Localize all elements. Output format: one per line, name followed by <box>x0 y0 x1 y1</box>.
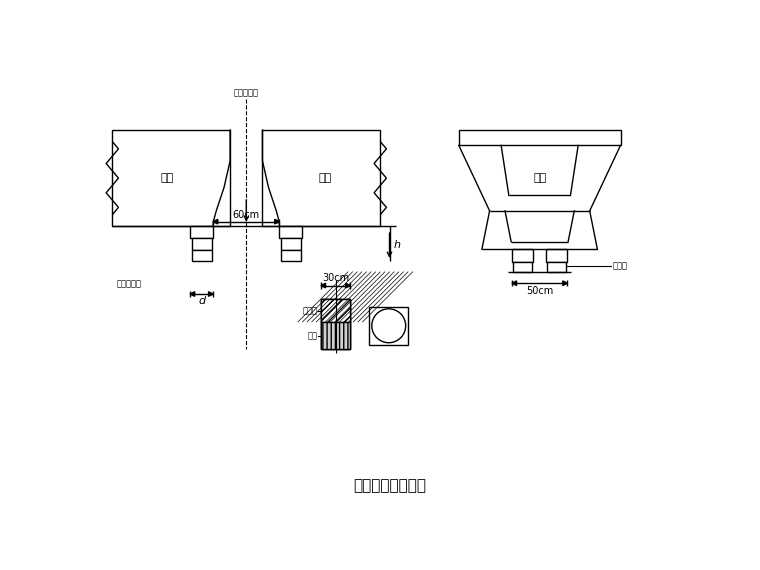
Bar <box>321 299 350 322</box>
Bar <box>281 238 301 250</box>
Text: 断梁: 断梁 <box>318 173 332 183</box>
Bar <box>262 130 380 226</box>
Text: 非连续端临时支座: 非连续端临时支座 <box>353 478 426 493</box>
Polygon shape <box>512 281 517 286</box>
Text: 30cm: 30cm <box>322 273 349 283</box>
Text: 主梁: 主梁 <box>533 173 546 183</box>
Polygon shape <box>346 283 350 288</box>
Bar <box>459 130 620 145</box>
Bar <box>512 249 534 262</box>
Bar <box>192 238 211 250</box>
Polygon shape <box>275 219 280 224</box>
Bar <box>546 249 568 262</box>
Text: 钢垫板: 钢垫板 <box>613 261 628 270</box>
Bar <box>514 262 532 272</box>
Bar <box>281 250 301 261</box>
Text: 60cm: 60cm <box>233 210 260 220</box>
Bar <box>321 322 350 349</box>
Bar <box>280 226 302 238</box>
Polygon shape <box>208 292 213 296</box>
Text: 50cm: 50cm <box>526 286 553 295</box>
Bar <box>190 226 213 238</box>
Polygon shape <box>213 219 218 224</box>
Bar <box>321 322 350 349</box>
Bar <box>192 250 211 261</box>
Circle shape <box>372 309 406 343</box>
Bar <box>321 299 350 322</box>
Polygon shape <box>321 283 325 288</box>
Bar <box>321 322 350 349</box>
Text: 主梁: 主梁 <box>160 173 174 183</box>
Bar <box>321 299 350 322</box>
Text: h: h <box>394 241 401 250</box>
Text: 钢垫板: 钢垫板 <box>302 306 317 315</box>
Text: 桥墩中心线: 桥墩中心线 <box>234 89 258 97</box>
Text: 临时支承线: 临时支承线 <box>116 279 141 288</box>
Polygon shape <box>190 292 195 296</box>
Bar <box>112 130 230 226</box>
Text: d: d <box>198 296 205 306</box>
Bar <box>547 262 566 272</box>
Text: 木方: 木方 <box>307 331 317 340</box>
Polygon shape <box>562 281 568 286</box>
Bar <box>369 307 408 345</box>
